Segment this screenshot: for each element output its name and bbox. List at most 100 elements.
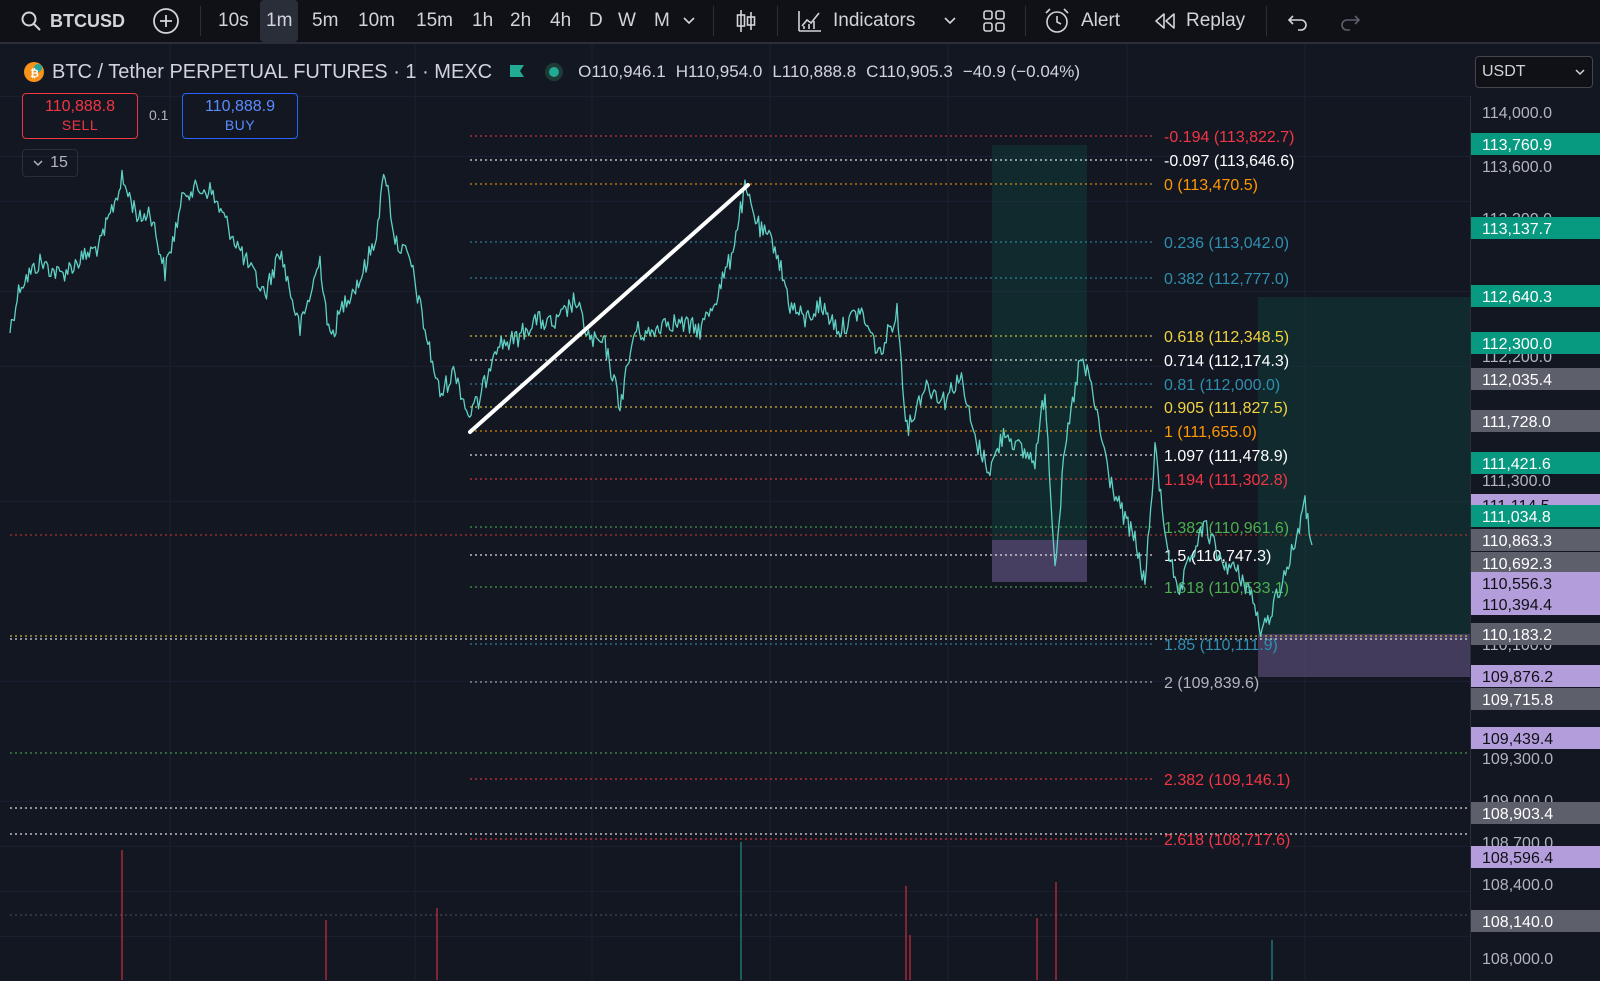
sell-button[interactable]: 110,888.8 SELL <box>22 93 138 139</box>
price-scale-tick: 108,400.0 <box>1482 877 1553 894</box>
replay-label: Replay <box>1186 10 1246 31</box>
fib-level-label: 1.194 (111,302.8) <box>1164 472 1288 489</box>
price-label-text: 110,394.4 <box>1482 597 1552 614</box>
interval-w[interactable]: W <box>618 10 636 31</box>
bitcoin-logo-icon: ₿ <box>24 62 44 82</box>
price-label-text: 110,183.2 <box>1482 627 1552 644</box>
buy-price: 110,888.9 <box>205 98 275 115</box>
fib-level-label: -0.194 (113,822.7) <box>1164 129 1294 146</box>
flag-icon[interactable] <box>508 63 526 81</box>
indicators-button[interactable]: Indicators <box>797 0 915 42</box>
sell-label: SELL <box>61 117 99 133</box>
price-label-badge <box>1471 368 1600 390</box>
price-label-badge <box>1471 846 1600 868</box>
price-chart[interactable]: -0.194 (113,822.7) -0.097 (113,646.6) 0 (1… <box>0 44 1470 981</box>
trend-line-drawing[interactable] <box>468 183 750 434</box>
interval-10s[interactable]: 10s <box>218 10 249 31</box>
price-label-text: 109,439.4 <box>1482 731 1553 748</box>
interval-dropdown[interactable] <box>682 0 696 42</box>
interval-1h[interactable]: 1h <box>472 10 494 31</box>
fib-level-label: 0.905 (111,827.5) <box>1164 400 1288 417</box>
fib-level-label: 1.85 (110,111.9) <box>1164 637 1278 654</box>
price-label-badge <box>1471 332 1600 354</box>
price-label-text: 112,640.3 <box>1482 289 1552 306</box>
symbol-name: BTCUSD <box>50 10 125 31</box>
price-label-badge <box>1471 285 1600 307</box>
symbol-title[interactable]: BTC / Tether PERPETUAL FUTURES · 1 · MEX… <box>52 60 493 83</box>
symbol-search[interactable]: BTCUSD <box>20 0 125 42</box>
indicators-collapse-toggle[interactable]: 15 <box>22 149 78 177</box>
ohlc-change: −40.9 (−0.04%) <box>962 62 1081 81</box>
add-circle-icon <box>153 8 179 34</box>
indicators-dropdown[interactable] <box>943 0 957 42</box>
fib-level-label: 2.382 (109,146.1) <box>1164 772 1290 789</box>
ohlc-low: L110,888.8 <box>772 62 857 81</box>
position-loss-zone[interactable] <box>1258 634 1470 677</box>
alarm-clock-icon <box>1045 8 1069 33</box>
price-label-badge <box>1471 910 1600 932</box>
fib-level-label: 0 (113,470.5) <box>1164 177 1258 194</box>
chart-type-button[interactable] <box>734 0 758 42</box>
price-label-text: 111,034.8 <box>1482 509 1551 526</box>
price-label-badge <box>1471 572 1600 594</box>
price-scale-tick: 113,600.0 <box>1482 159 1552 176</box>
fib-level-label: 0.382 (112,777.0) <box>1164 271 1289 288</box>
price-label-text: 110,863.3 <box>1482 533 1552 550</box>
price-scale-labels: 114,000.0113,600.0113,300.0112,700.0112,… <box>1471 105 1600 968</box>
replay-button[interactable]: Replay <box>1154 0 1245 42</box>
interval-5m[interactable]: 5m <box>312 10 339 31</box>
alert-label: Alert <box>1081 10 1121 31</box>
price-label-badge <box>1471 217 1600 239</box>
price-scale-tick: 111,300.0 <box>1482 473 1551 490</box>
indicators-icon <box>798 11 821 32</box>
price-label-text: 109,715.8 <box>1482 692 1553 709</box>
price-label-badge <box>1471 529 1600 551</box>
position-loss-zone[interactable] <box>992 540 1087 582</box>
price-line-series[interactable] <box>9 169 1313 638</box>
price-label-badge <box>1471 552 1600 574</box>
price-label-badge <box>1471 410 1600 432</box>
price-label-text: 110,692.3 <box>1482 556 1552 573</box>
price-label-text: 111,728.0 <box>1482 414 1551 431</box>
interval-d[interactable]: D <box>589 10 603 31</box>
order-quantity[interactable]: 0.1 <box>149 107 169 123</box>
price-label-text: 108,140.0 <box>1482 914 1553 931</box>
price-label-badge <box>1471 133 1600 155</box>
interval-m[interactable]: M <box>654 10 670 31</box>
ohlc-open: O110,946.1 <box>578 62 666 81</box>
svg-text:₿: ₿ <box>30 68 39 80</box>
price-label-text: 109,876.2 <box>1482 669 1553 686</box>
fib-level-label: 1.618 (110,533.1) <box>1164 580 1289 597</box>
price-label-text: 111,421.6 <box>1482 456 1551 473</box>
top-toolbar: BTCUSD Indicators Alert Replay 10s 1m 5m 10… <box>0 0 1600 44</box>
interval-15m[interactable]: 15m <box>416 10 453 31</box>
interval-4h[interactable]: 4h <box>550 10 572 31</box>
buy-button[interactable]: 110,888.9 BUY <box>182 93 298 139</box>
position-profit-zone[interactable] <box>992 145 1087 540</box>
chevron-down-icon <box>944 17 956 25</box>
alert-button[interactable]: Alert <box>1043 0 1120 42</box>
market-status-icon <box>545 63 564 81</box>
redo-button[interactable] <box>1339 0 1361 42</box>
fib-level-label: 1 (111,655.0) <box>1164 424 1257 441</box>
price-scale-tick: 109,300.0 <box>1482 751 1553 768</box>
fib-level-label: 1.382 (110,961.6) <box>1164 520 1289 537</box>
price-label-badge <box>1471 727 1600 749</box>
interval-10m[interactable]: 10m <box>358 10 395 31</box>
chevron-down-icon <box>683 17 695 25</box>
currency-select[interactable]: USDT <box>1475 56 1593 88</box>
symbol-legend: ₿ BTC / Tether PERPETUAL FUTURES · 1 · M… <box>22 60 1080 84</box>
price-label-text: 108,596.4 <box>1482 850 1553 867</box>
price-label-badge <box>1471 688 1600 710</box>
layouts-button[interactable] <box>982 0 1006 42</box>
interval-2h[interactable]: 2h <box>510 10 532 31</box>
price-label-badge <box>1471 452 1600 474</box>
position-profit-zone[interactable] <box>1258 297 1470 634</box>
fib-level-label: 1.097 (111,478.9) <box>1164 448 1288 465</box>
compare-button[interactable] <box>152 0 180 42</box>
price-scale-tick: 108,000.0 <box>1482 951 1553 968</box>
interval-1m[interactable]: 1m <box>260 0 299 42</box>
undo-button[interactable] <box>1287 0 1309 42</box>
price-label-badge <box>1471 665 1600 687</box>
price-label-badge <box>1471 802 1600 824</box>
